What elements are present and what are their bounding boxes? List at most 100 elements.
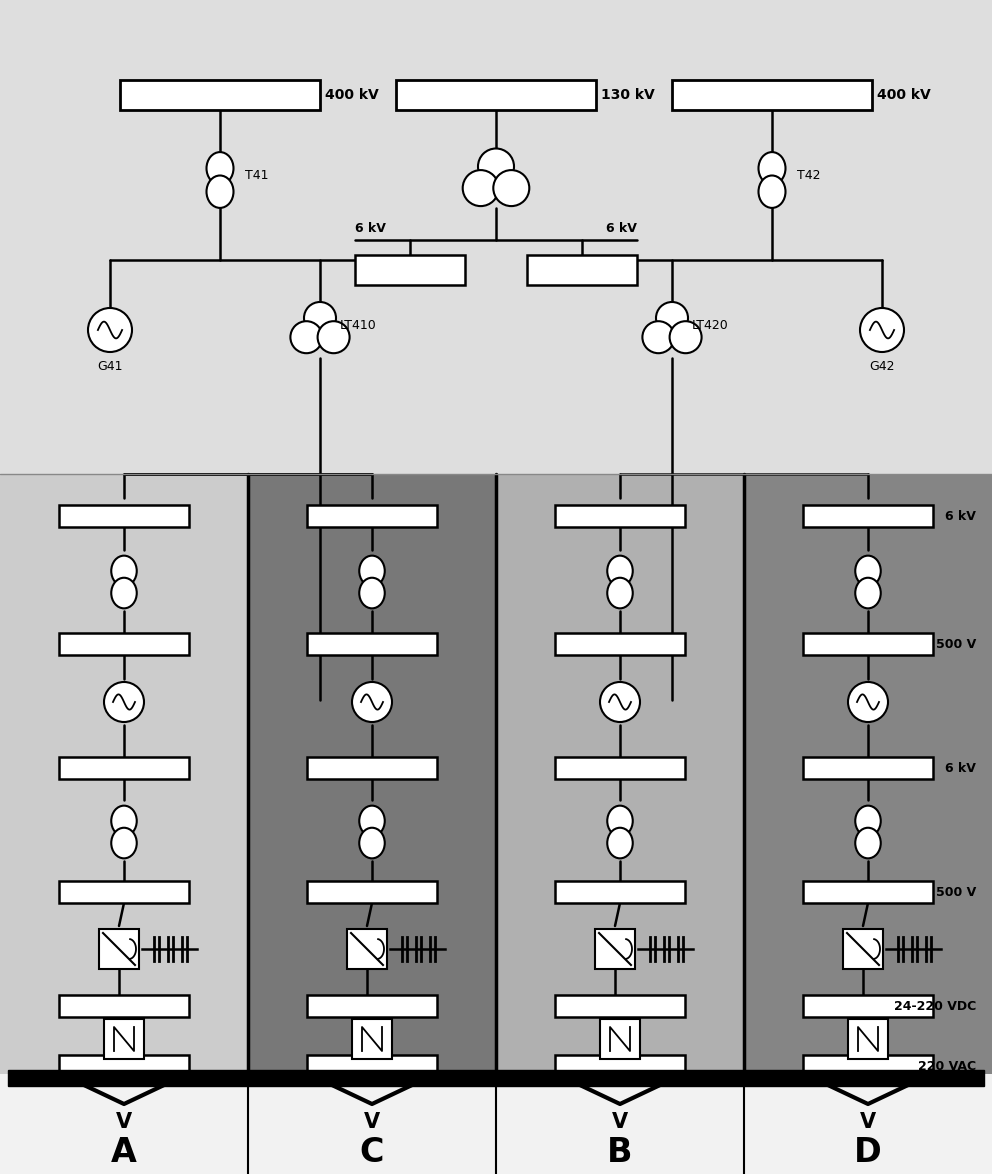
Bar xyxy=(59,505,189,527)
Bar xyxy=(307,633,437,655)
Bar xyxy=(347,929,387,969)
Text: 6 kV: 6 kV xyxy=(945,510,976,522)
Ellipse shape xyxy=(607,828,633,858)
Text: C: C xyxy=(360,1135,384,1168)
Text: G42: G42 xyxy=(869,360,895,373)
Bar xyxy=(803,996,933,1017)
Text: D: D xyxy=(854,1135,882,1168)
Bar xyxy=(104,1019,144,1059)
Bar xyxy=(396,80,596,110)
Bar xyxy=(355,255,465,285)
Ellipse shape xyxy=(359,805,385,836)
Circle shape xyxy=(600,682,640,722)
Bar xyxy=(555,1055,685,1077)
Text: A: A xyxy=(111,1135,137,1168)
Ellipse shape xyxy=(206,153,233,184)
Bar xyxy=(555,757,685,780)
Ellipse shape xyxy=(759,175,786,208)
Circle shape xyxy=(291,322,322,353)
Bar xyxy=(595,929,635,969)
Bar xyxy=(307,1055,437,1077)
Ellipse shape xyxy=(607,555,633,586)
Ellipse shape xyxy=(855,555,881,586)
Bar xyxy=(59,996,189,1017)
Text: LT410: LT410 xyxy=(340,318,377,331)
Bar xyxy=(59,1055,189,1077)
Text: 500 V: 500 V xyxy=(935,637,976,650)
Text: 130 kV: 130 kV xyxy=(601,88,655,102)
Bar xyxy=(803,757,933,780)
Bar xyxy=(307,757,437,780)
Bar xyxy=(352,1019,392,1059)
Bar xyxy=(59,880,189,903)
Circle shape xyxy=(656,302,688,333)
Circle shape xyxy=(104,682,144,722)
Text: T41: T41 xyxy=(245,169,269,182)
Bar xyxy=(307,505,437,527)
Bar xyxy=(307,996,437,1017)
Bar xyxy=(843,929,883,969)
Text: 6 kV: 6 kV xyxy=(945,762,976,775)
Circle shape xyxy=(88,308,132,352)
Ellipse shape xyxy=(607,805,633,836)
Bar xyxy=(120,80,320,110)
Ellipse shape xyxy=(607,578,633,608)
Text: 220 VAC: 220 VAC xyxy=(918,1059,976,1073)
Bar xyxy=(496,474,744,1074)
Ellipse shape xyxy=(111,578,137,608)
Text: V: V xyxy=(364,1112,380,1132)
Bar xyxy=(744,474,992,1074)
Text: 500 V: 500 V xyxy=(935,885,976,898)
Bar xyxy=(555,880,685,903)
Circle shape xyxy=(478,148,514,184)
Ellipse shape xyxy=(206,175,233,208)
Ellipse shape xyxy=(111,555,137,586)
Bar xyxy=(59,633,189,655)
Bar xyxy=(600,1019,640,1059)
Circle shape xyxy=(860,308,904,352)
Bar xyxy=(803,880,933,903)
Text: G41: G41 xyxy=(97,360,123,373)
Text: T42: T42 xyxy=(797,169,820,182)
Ellipse shape xyxy=(759,153,786,184)
Circle shape xyxy=(304,302,336,333)
Circle shape xyxy=(670,322,701,353)
Text: 400 kV: 400 kV xyxy=(877,88,930,102)
Circle shape xyxy=(462,170,499,207)
Bar xyxy=(307,880,437,903)
Text: 6 kV: 6 kV xyxy=(606,222,637,235)
Text: LT420: LT420 xyxy=(692,318,729,331)
Bar xyxy=(8,1070,984,1086)
Bar xyxy=(672,80,872,110)
Circle shape xyxy=(317,322,349,353)
Ellipse shape xyxy=(111,828,137,858)
Text: V: V xyxy=(116,1112,132,1132)
Bar xyxy=(803,633,933,655)
Text: V: V xyxy=(860,1112,876,1132)
Text: 400 kV: 400 kV xyxy=(325,88,379,102)
Text: 6 kV: 6 kV xyxy=(355,222,386,235)
Bar xyxy=(527,255,637,285)
Bar xyxy=(0,0,992,474)
Bar xyxy=(0,1074,992,1174)
Ellipse shape xyxy=(359,578,385,608)
Text: V: V xyxy=(612,1112,628,1132)
Bar xyxy=(248,474,496,1074)
Ellipse shape xyxy=(855,828,881,858)
Ellipse shape xyxy=(359,828,385,858)
Ellipse shape xyxy=(111,805,137,836)
Bar xyxy=(99,929,139,969)
Ellipse shape xyxy=(855,805,881,836)
Ellipse shape xyxy=(855,578,881,608)
Circle shape xyxy=(352,682,392,722)
Bar xyxy=(803,505,933,527)
Circle shape xyxy=(643,322,675,353)
Bar xyxy=(0,474,248,1074)
Bar xyxy=(59,757,189,780)
Bar xyxy=(803,1055,933,1077)
Circle shape xyxy=(848,682,888,722)
Bar xyxy=(555,996,685,1017)
Text: 24-220 VDC: 24-220 VDC xyxy=(894,999,976,1012)
Ellipse shape xyxy=(359,555,385,586)
Bar xyxy=(555,505,685,527)
